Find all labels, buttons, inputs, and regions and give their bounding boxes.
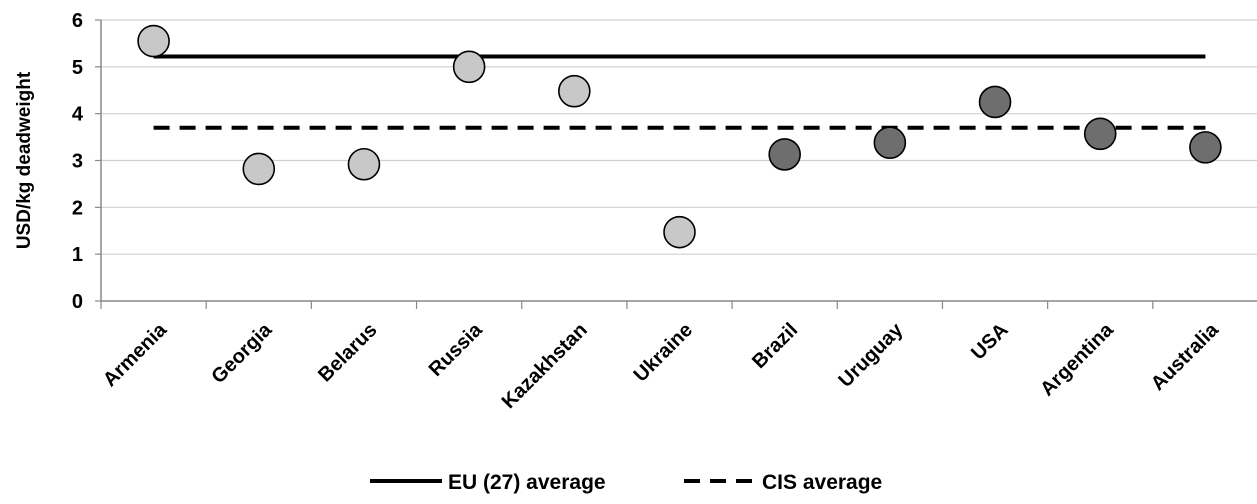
data-point-belarus (347, 147, 381, 181)
legend-label: EU (27) average (448, 471, 606, 494)
x-tick-label: USA (967, 319, 1012, 364)
x-tick-label: Belarus (314, 319, 381, 386)
x-tick-label: Georgia (207, 318, 277, 388)
data-point-brazil (768, 138, 801, 171)
x-tick-label: Russia (425, 318, 488, 381)
x-tick-label: Uruguay (834, 318, 908, 392)
data-point-armenia (137, 24, 170, 58)
tick-labels: 0 1 2 3 4 5 6 USD/kg deadweight Armenia Georgia Be… (14, 10, 1224, 413)
data-point-uruguay (873, 126, 907, 160)
x-tick-label: Kazakhstan (498, 319, 592, 413)
y-axis-title: USD/kg deadweight (14, 71, 35, 249)
data-points (137, 24, 1222, 249)
legend: EU (27) average CIS average (370, 471, 882, 494)
data-point-australia (1189, 131, 1222, 164)
data-point-usa (978, 85, 1012, 119)
data-point-kazakhstan (558, 74, 591, 108)
y-tick-label: 5 (72, 57, 83, 79)
y-tick-label: 6 (72, 10, 83, 32)
data-point-georgia (242, 152, 276, 186)
x-tick-label: Ukraine (630, 319, 697, 386)
y-tick-label: 4 (72, 104, 84, 126)
x-tick-label: Armenia (99, 318, 172, 391)
y-tick-label: 1 (72, 244, 83, 266)
y-tick-label: 3 (72, 151, 83, 173)
data-point-russia (452, 50, 486, 84)
y-tick-label: 0 (72, 291, 83, 313)
reference-lines (153, 54, 1206, 130)
grid-lines (101, 19, 1257, 255)
axes (95, 19, 1257, 309)
legend-label: CIS average (762, 471, 882, 494)
data-point-argentina (1083, 117, 1117, 151)
x-tick-label: Argentina (1036, 318, 1118, 400)
x-tick-label: Australia (1147, 318, 1224, 395)
x-tick-label: Brazil (748, 319, 802, 373)
y-tick-label: 2 (72, 197, 83, 219)
data-point-ukraine (663, 215, 696, 249)
